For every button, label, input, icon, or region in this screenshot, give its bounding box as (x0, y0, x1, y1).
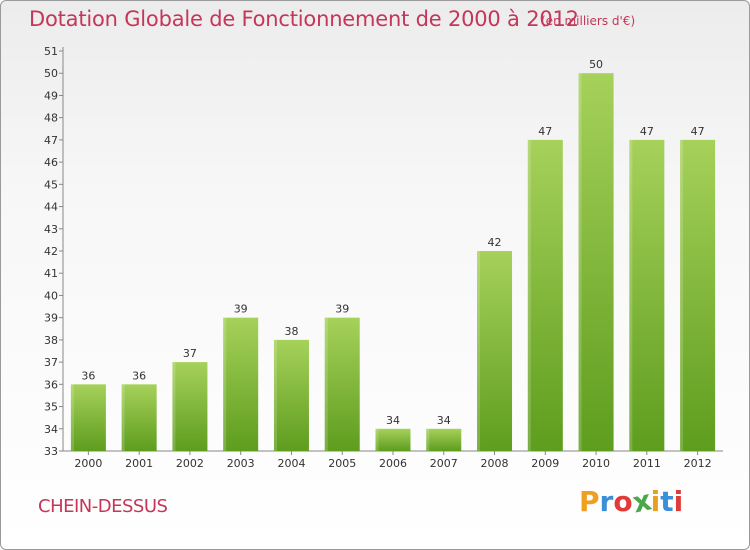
chart-axes: 33 34 35 36 37 38 39 40 41 42 43 44 45 46 47 48 49 50 51 (44, 45, 723, 458)
bar-highlight (223, 317, 227, 451)
y-tick-label: 37 (44, 356, 58, 369)
y-tick-label: 38 (44, 334, 58, 347)
x-tick-label: 2008 (481, 457, 509, 470)
bar-highlight (70, 384, 74, 451)
x-tick-label: 2009 (531, 457, 559, 470)
x-tick-label: 2005 (328, 457, 356, 470)
bar-highlight (477, 251, 481, 451)
bar (324, 317, 360, 451)
bar-value-label: 34 (437, 414, 451, 427)
bar (172, 362, 208, 451)
bar-highlight (375, 428, 379, 451)
y-tick-label: 43 (44, 223, 58, 236)
bar (680, 139, 716, 451)
y-tick-label: 35 (44, 401, 58, 414)
x-tick-label: 2011 (633, 457, 661, 470)
bar-value-label: 47 (538, 125, 552, 138)
logo-letter: o (613, 485, 633, 518)
y-tick-label: 40 (44, 289, 58, 302)
logo-letter: r (599, 485, 614, 518)
chart-bars (70, 73, 716, 451)
y-tick-label: 51 (44, 45, 58, 58)
bar-highlight (578, 73, 582, 451)
y-tick-label: 34 (44, 423, 58, 436)
bar-highlight (324, 317, 328, 451)
bar-value-label: 37 (183, 347, 197, 360)
bar-value-label: 39 (234, 303, 248, 316)
logo-letter: P (579, 485, 600, 518)
x-tick-label: 2007 (430, 457, 458, 470)
bar (629, 139, 665, 451)
bar-value-label: 36 (81, 369, 95, 382)
bar-value-label: 39 (335, 303, 349, 316)
x-tick-label: 2010 (582, 457, 610, 470)
bar (426, 428, 462, 451)
x-tick-label: 2003 (227, 457, 255, 470)
bar-value-label: 36 (132, 369, 146, 382)
y-tick-label: 36 (44, 378, 58, 391)
chart-subtitle: (en milliers d'€) (541, 14, 636, 28)
y-tick-label: 33 (44, 445, 58, 458)
x-tick-label: 2002 (176, 457, 204, 470)
bar-highlight (426, 428, 430, 451)
bar (121, 384, 157, 451)
bar (578, 73, 614, 451)
y-tick-label: 42 (44, 245, 58, 258)
bar (375, 428, 411, 451)
y-tick-label: 41 (44, 267, 58, 280)
x-tick-label: 2001 (125, 457, 153, 470)
x-tick-label: 2012 (684, 457, 712, 470)
bar-value-label: 42 (488, 236, 502, 249)
y-tick-label: 39 (44, 312, 58, 325)
bar-highlight (172, 362, 176, 451)
y-tick-label: 50 (44, 67, 58, 80)
y-tick-label: 48 (44, 112, 58, 125)
bar (477, 251, 513, 451)
chart-title: Dotation Globale de Fonctionnement de 20… (29, 7, 579, 31)
logo-letter: t (660, 485, 674, 518)
bar (70, 384, 106, 451)
bar (223, 317, 259, 451)
logo-letter: i (673, 485, 684, 518)
y-tick-label: 47 (44, 134, 58, 147)
bar-value-label: 47 (640, 125, 654, 138)
y-tick-label: 44 (44, 201, 58, 214)
bar-value-label: 38 (284, 325, 298, 338)
y-tick-label: 45 (44, 178, 58, 191)
bar (273, 339, 309, 451)
bar-highlight (527, 139, 531, 451)
bar-value-label: 50 (589, 58, 603, 71)
bar-value-label: 47 (691, 125, 705, 138)
commune-name: CHEIN-DESSUS (38, 496, 168, 517)
x-tick-label: 2000 (74, 457, 102, 470)
chart-labels: 36 2000 36 2001 37 2002 39 2003 38 2004 39 2005 34 20… (74, 58, 711, 470)
bar-highlight (121, 384, 125, 451)
bar-value-label: 34 (386, 414, 400, 427)
proxiti-logo: Proxiti (579, 483, 684, 519)
bar-highlight (629, 139, 633, 451)
y-tick-label: 49 (44, 89, 58, 102)
logo-letter: i (650, 485, 661, 518)
bar-highlight (273, 339, 277, 451)
y-tick-label: 46 (44, 156, 58, 169)
x-tick-label: 2006 (379, 457, 407, 470)
bar-highlight (680, 139, 684, 451)
x-tick-label: 2004 (277, 457, 305, 470)
bar (527, 139, 563, 451)
